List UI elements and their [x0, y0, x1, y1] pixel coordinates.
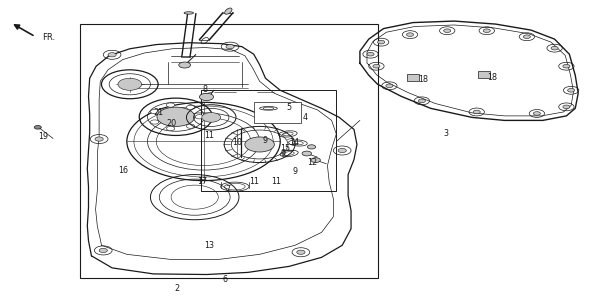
Text: 18: 18 [488, 73, 497, 82]
Circle shape [166, 103, 175, 107]
Circle shape [338, 148, 346, 153]
Circle shape [99, 248, 107, 253]
Text: 9: 9 [263, 136, 268, 145]
Circle shape [108, 53, 116, 57]
Ellipse shape [225, 8, 232, 14]
Circle shape [473, 110, 480, 114]
Circle shape [186, 124, 195, 128]
Circle shape [150, 120, 159, 124]
Text: 21: 21 [153, 108, 163, 117]
Text: 13: 13 [205, 241, 214, 250]
Text: 11: 11 [271, 177, 281, 186]
Text: 10: 10 [232, 138, 242, 147]
Circle shape [378, 40, 385, 44]
Ellipse shape [184, 12, 194, 14]
Bar [254, 102, 301, 123]
Text: 5: 5 [287, 103, 291, 112]
Text: 9: 9 [293, 167, 297, 176]
Circle shape [150, 110, 159, 114]
Bar [201, 90, 336, 191]
Circle shape [523, 35, 530, 39]
Circle shape [157, 107, 195, 126]
Circle shape [202, 113, 221, 122]
Bar [407, 74, 419, 81]
Bar [478, 71, 490, 78]
Circle shape [199, 93, 214, 101]
Circle shape [444, 29, 451, 33]
Circle shape [563, 105, 570, 109]
Text: 19: 19 [38, 132, 49, 141]
Text: 12: 12 [307, 158, 318, 167]
Circle shape [34, 126, 41, 129]
Bar [80, 24, 378, 278]
Circle shape [118, 78, 142, 90]
Text: 17: 17 [196, 177, 207, 186]
Circle shape [311, 158, 320, 163]
Circle shape [386, 84, 393, 88]
Circle shape [533, 112, 540, 115]
Circle shape [563, 64, 570, 68]
Circle shape [483, 29, 490, 33]
Text: 7: 7 [225, 185, 230, 194]
Text: FR.: FR. [42, 33, 55, 42]
Circle shape [568, 88, 575, 92]
Circle shape [307, 145, 316, 149]
Circle shape [302, 151, 312, 156]
Text: 9: 9 [281, 149, 286, 158]
Circle shape [179, 62, 191, 68]
Text: 8: 8 [203, 85, 208, 94]
Text: 18: 18 [419, 75, 428, 84]
Text: 6: 6 [223, 275, 228, 284]
Circle shape [373, 64, 380, 68]
Circle shape [245, 137, 274, 152]
Circle shape [166, 126, 175, 131]
Circle shape [407, 33, 414, 36]
Circle shape [297, 250, 305, 254]
Circle shape [186, 105, 195, 110]
Circle shape [551, 46, 558, 50]
Text: 20: 20 [166, 119, 176, 128]
Circle shape [95, 137, 103, 141]
Circle shape [195, 115, 204, 119]
Text: 16: 16 [118, 166, 127, 175]
Circle shape [226, 45, 234, 49]
Text: 4: 4 [303, 113, 308, 123]
Text: 14: 14 [289, 138, 299, 147]
Text: 2: 2 [175, 284, 179, 293]
Text: 3: 3 [443, 129, 448, 138]
Text: 11: 11 [249, 177, 258, 186]
Text: 15: 15 [280, 144, 291, 153]
Circle shape [418, 99, 425, 103]
Text: 11: 11 [205, 131, 214, 140]
Circle shape [367, 52, 374, 56]
